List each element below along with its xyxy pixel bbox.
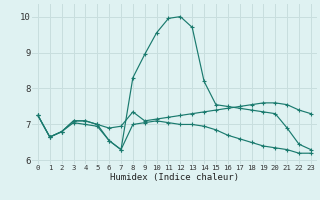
X-axis label: Humidex (Indice chaleur): Humidex (Indice chaleur) — [110, 173, 239, 182]
